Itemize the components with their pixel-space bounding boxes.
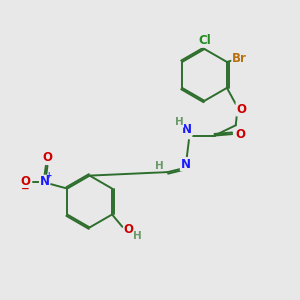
Text: Br: Br — [232, 52, 247, 65]
Text: H: H — [154, 160, 163, 171]
Text: −: − — [21, 184, 30, 194]
Text: O: O — [43, 151, 52, 164]
Text: N: N — [180, 158, 190, 171]
Text: O: O — [236, 103, 246, 116]
Text: O: O — [236, 128, 245, 141]
Text: O: O — [124, 223, 134, 236]
Text: H: H — [133, 231, 142, 241]
Text: N: N — [40, 175, 50, 188]
Text: Cl: Cl — [198, 34, 211, 47]
Text: N: N — [182, 123, 192, 136]
Text: H: H — [175, 117, 184, 127]
Text: O: O — [20, 175, 30, 188]
Text: +: + — [46, 171, 52, 180]
